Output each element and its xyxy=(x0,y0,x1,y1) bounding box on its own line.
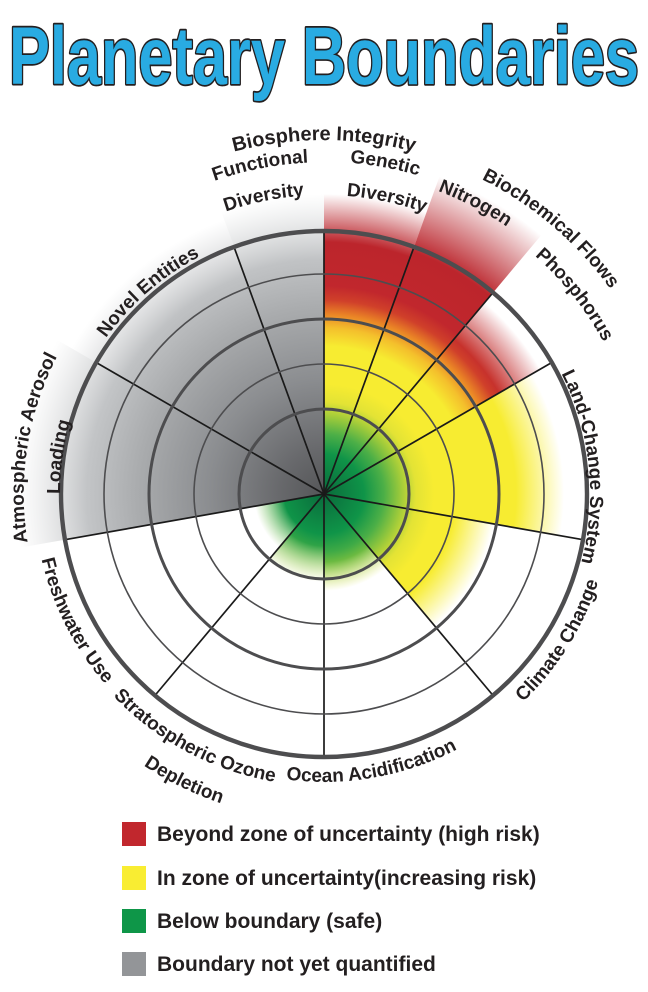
sector-land-change-system xyxy=(324,374,565,536)
sector-boundary-line xyxy=(323,246,415,495)
legend-swatch-not-quantified xyxy=(122,952,146,976)
legend: Beyond zone of uncertainty (high risk) I… xyxy=(122,822,540,976)
sector-boundary-line xyxy=(323,361,553,495)
grid-circle-5 xyxy=(58,228,590,760)
label-climate-change-9: Climate Change xyxy=(512,576,603,705)
legend-swatch-high-risk xyxy=(122,822,146,846)
page-title: Planetary Boundaries xyxy=(9,11,639,102)
legend-swatch-safe xyxy=(122,909,146,933)
sector-genetic-diversity xyxy=(324,194,427,494)
grid-circle-2 xyxy=(193,363,455,625)
boundaries-wheel: Biosphere IntegrityFunctionalDiversityGe… xyxy=(8,123,624,808)
sector-boundary-line xyxy=(323,493,494,697)
sector-boundary-line xyxy=(233,246,325,495)
legend-label-safe: Below boundary (safe) xyxy=(157,910,382,933)
grid-circle-1 xyxy=(237,407,411,581)
sector-boundary-line xyxy=(154,493,325,697)
label-biosphere-integrity-0: Biosphere Integrity xyxy=(230,123,419,157)
sector-climate-change xyxy=(324,494,494,626)
sector-boundary-line xyxy=(323,291,494,495)
sector-atmospheric-aerosol-loading xyxy=(16,340,324,548)
sector-novel-entities xyxy=(71,219,324,494)
sector-stratospheric-ozone-depletion xyxy=(267,494,324,582)
legend-label-not-quantified: Boundary not yet quantified xyxy=(157,953,436,976)
sector-boundary-line xyxy=(323,493,584,541)
label-freshwater-use-13: Freshwater Use xyxy=(37,555,118,687)
label-ocean-acidification-10: Ocean Acidification xyxy=(285,735,459,787)
sector-phosphorus xyxy=(324,302,541,494)
sector-boundary-line xyxy=(64,493,325,541)
grid-circle-4 xyxy=(103,273,545,715)
sector-functional-diversity xyxy=(221,194,324,494)
grid-circle-3 xyxy=(147,317,501,671)
label-functional-1: Functional xyxy=(209,147,308,186)
legend-label-high-risk: Beyond zone of uncertainty (high risk) xyxy=(157,823,540,846)
legend-label-increasing-risk: In zone of uncertainty(increasing risk) xyxy=(157,867,536,890)
sector-nitrogen xyxy=(324,176,542,494)
sector-ocean-acidification xyxy=(324,494,387,591)
legend-swatch-increasing-risk xyxy=(122,866,146,890)
label-stratospheric-ozone-11: Stratospheric Ozone xyxy=(110,685,278,787)
sector-boundary-line xyxy=(95,361,325,495)
sector-freshwater-use xyxy=(255,494,324,548)
